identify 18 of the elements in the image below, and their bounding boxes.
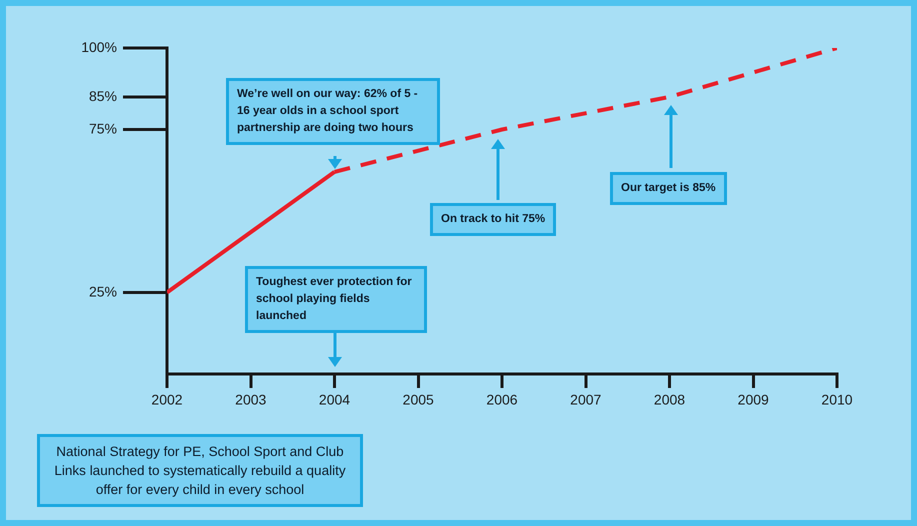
y-tick-label: 25% bbox=[88, 283, 117, 300]
x-tick-label: 2010 bbox=[821, 391, 853, 408]
x-tick-label: 2008 bbox=[654, 391, 686, 408]
x-tick-label: 2005 bbox=[402, 391, 434, 408]
note-box: We’re well on our way: 62% of 5 - 16 year olds in a school sport partnership are doing two hours bbox=[226, 78, 440, 145]
x-tick-label: 2002 bbox=[151, 391, 183, 408]
x-tick-label: 2003 bbox=[235, 391, 267, 408]
note-box: Toughest ever protection for school playing fields launched bbox=[245, 266, 427, 333]
x-tick-label: 2009 bbox=[738, 391, 770, 408]
x-tick-label: 2006 bbox=[486, 391, 518, 408]
note-box: Our target is 85% bbox=[610, 172, 727, 205]
y-tick-label: 100% bbox=[81, 38, 117, 55]
y-tick-label: 85% bbox=[88, 88, 117, 104]
x-tick-label: 2007 bbox=[570, 391, 602, 408]
y-tick-label: 75% bbox=[88, 120, 117, 136]
x-tick-label: 2004 bbox=[318, 391, 350, 408]
note-box: National Strategy for PE, School Sport and Club Links launched to systematically rebuild a quality offer for every child in every school bbox=[37, 434, 363, 507]
note-box: On track to hit 75% bbox=[430, 203, 556, 236]
